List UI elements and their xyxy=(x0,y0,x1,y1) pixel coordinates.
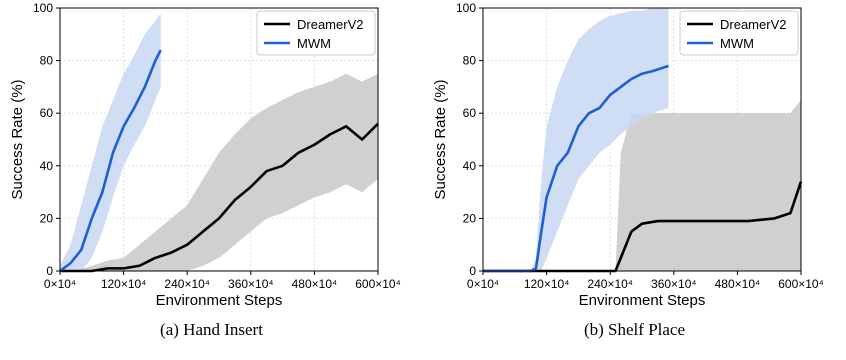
x-tick-label: 600×10⁴ xyxy=(778,277,824,291)
series-band-dreamerv2 xyxy=(483,100,801,271)
series-line-mwm xyxy=(483,64,669,273)
legend-label: MWM xyxy=(720,36,754,51)
y-tick-label: 0 xyxy=(46,264,53,278)
y-axis-label: Success Rate (%) xyxy=(9,79,26,199)
series-band-dreamerv2 xyxy=(60,73,378,271)
x-axis-label: Environment Steps xyxy=(579,292,706,309)
legend-label: MWM xyxy=(297,36,331,51)
y-tick-label: 100 xyxy=(456,1,476,15)
y-tick-label: 0 xyxy=(469,264,476,278)
legend-label: DreamerV2 xyxy=(720,17,786,32)
x-tick-label: 240×10⁴ xyxy=(164,277,210,291)
chart-panel-shelf-place: 0×10⁴ 120×10⁴ 240×10⁴ 360×10⁴ 480×10⁴ 600×10⁴… xyxy=(423,0,846,360)
x-tick-label: 0×10⁴ xyxy=(467,277,499,291)
legend-label: DreamerV2 xyxy=(297,17,363,32)
x-tick-label: 360×10⁴ xyxy=(651,277,697,291)
chart-hand-insert: 0×10⁴ 120×10⁴ 240×10⁴ 360×10⁴ 480×10⁴ 600×10⁴… xyxy=(9,1,401,309)
plot-frame xyxy=(59,7,379,272)
chart-panel-hand-insert: 0×10⁴ 120×10⁴ 240×10⁴ 360×10⁴ 480×10⁴ 600×10⁴… xyxy=(9,1,401,339)
y-tick-label: 40 xyxy=(463,159,477,173)
x-tick-label: 360×10⁴ xyxy=(228,277,274,291)
caption-hand-insert: (a) Hand Insert xyxy=(160,320,263,339)
y-tick-label: 60 xyxy=(463,106,477,120)
y-tick-label: 20 xyxy=(40,211,54,225)
plot-frame xyxy=(482,7,802,272)
series-band-mwm xyxy=(60,13,161,271)
x-tick-label: 480×10⁴ xyxy=(292,277,338,291)
chart-shelf-place: 0×10⁴ 120×10⁴ 240×10⁴ 360×10⁴ 480×10⁴ 600×10⁴… xyxy=(432,1,824,309)
x-tick-label: 480×10⁴ xyxy=(715,277,761,291)
y-tick-label: 80 xyxy=(40,54,54,68)
x-tick-label: 120×10⁴ xyxy=(524,277,570,291)
x-tick-label: 600×10⁴ xyxy=(355,277,401,291)
series-line-mwm xyxy=(59,49,162,273)
y-tick-label: 20 xyxy=(463,211,477,225)
y-tick-label: 60 xyxy=(40,106,54,120)
series-line-dreamerv2 xyxy=(60,122,379,273)
y-tick-label: 100 xyxy=(33,1,53,15)
x-tick-label: 0×10⁴ xyxy=(44,277,76,291)
x-tick-label: 120×10⁴ xyxy=(101,277,147,291)
y-tick-label: 40 xyxy=(40,159,54,173)
caption-shelf-place: (b) Shelf Place xyxy=(583,320,686,339)
y-tick-label: 80 xyxy=(463,54,477,68)
x-tick-label: 240×10⁴ xyxy=(587,277,633,291)
series-line-dreamerv2 xyxy=(483,181,803,273)
series-band-mwm xyxy=(483,8,669,271)
y-axis-label: Success Rate (%) xyxy=(432,79,449,199)
x-axis-label: Environment Steps xyxy=(156,292,283,309)
